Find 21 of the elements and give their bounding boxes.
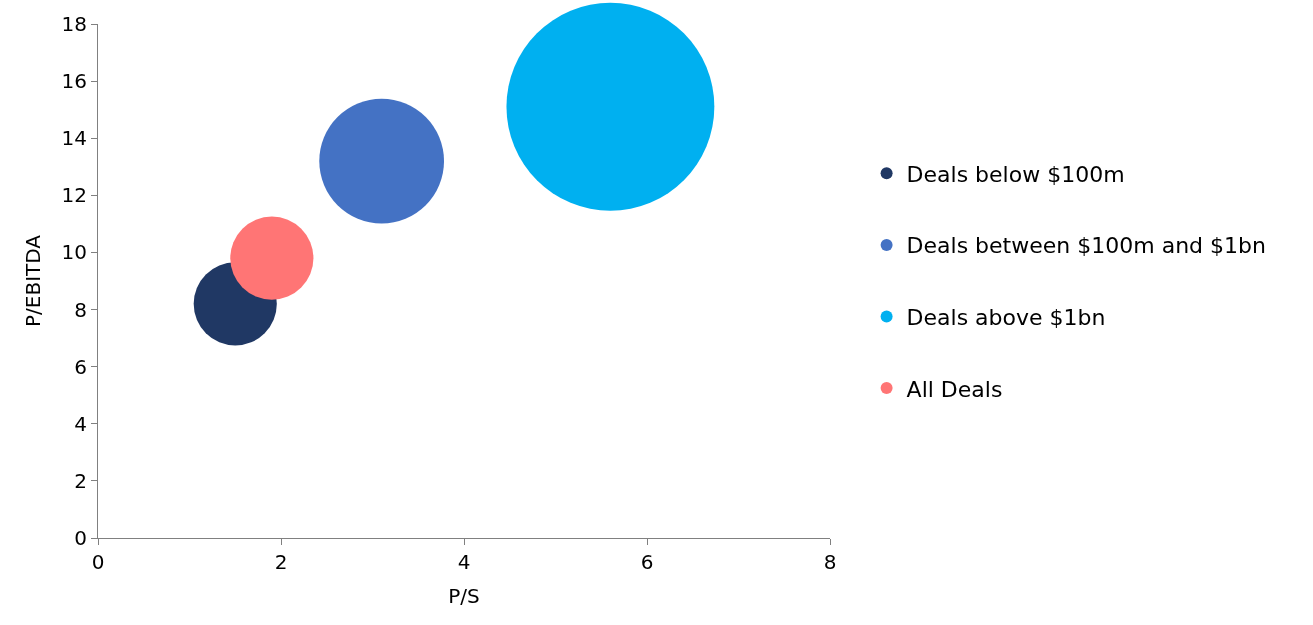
y-axis-title: P/EBITDA: [21, 234, 46, 328]
x-tick-label: 8: [823, 550, 837, 574]
y-tick-label: 0: [74, 526, 87, 550]
y-tick-label: 16: [61, 69, 87, 94]
x-axis-title: P/S: [448, 583, 480, 608]
y-tick-label: 4: [74, 411, 87, 436]
x-tick-label: 2: [274, 550, 288, 574]
legend-label: Deals above $1bn: [906, 305, 1106, 331]
y-tick-label: 14: [61, 126, 87, 151]
x-tick-label: 0: [91, 550, 105, 574]
y-tick-label: 10: [61, 240, 87, 265]
y-tick-label: 8: [74, 297, 87, 322]
y-tick-label: 18: [61, 12, 87, 36]
legend-label: Deals between $100m and $1bn: [906, 233, 1266, 259]
y-tick-label: 2: [74, 468, 87, 493]
x-tick-label: 4: [457, 550, 471, 574]
y-tick-label: 12: [61, 183, 87, 208]
legend-label: All Deals: [906, 376, 1003, 402]
y-tick-label: 6: [74, 354, 87, 379]
x-tick-label: 6: [640, 550, 654, 574]
legend-label: Deals below $100m: [906, 161, 1125, 187]
